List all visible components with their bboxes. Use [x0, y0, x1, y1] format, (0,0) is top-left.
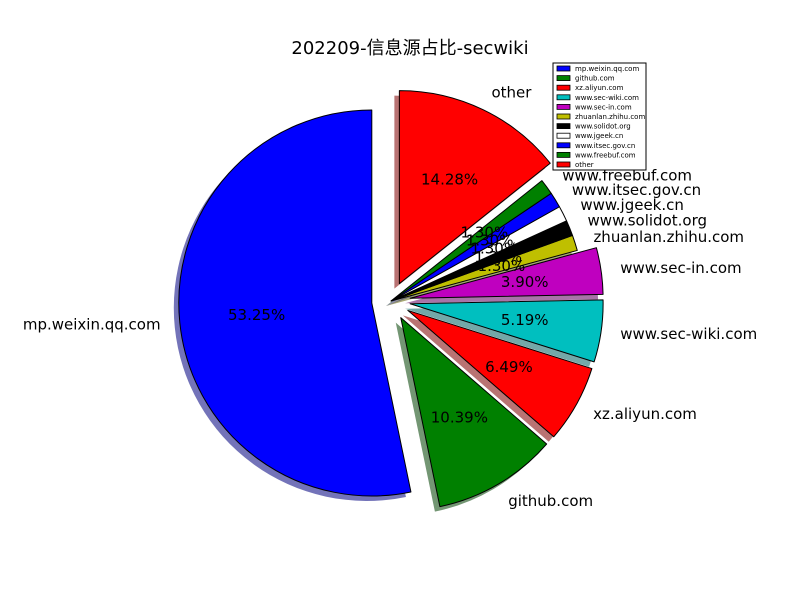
percent-label-other: 14.28% — [421, 170, 478, 188]
legend-label-www-jgeek-cn: www.jgeek.cn — [575, 132, 623, 140]
legend-swatch-other — [556, 161, 571, 168]
category-label-mp-weixin-qq-com: mp.weixin.qq.com — [23, 316, 161, 334]
legend-label-github-com: github.com — [575, 75, 615, 83]
slice-other — [398, 90, 551, 285]
legend-label-mp-weixin-qq-com: mp.weixin.qq.com — [575, 65, 639, 73]
category-label-www-freebuf-com: www.freebuf.com — [562, 166, 692, 184]
category-label-github-com: github.com — [508, 492, 593, 510]
legend-swatch-www-sec-wiki-com — [556, 94, 571, 101]
slice-www-sec-in-com — [409, 247, 604, 299]
percent-label-www-freebuf-com: 1.30% — [461, 224, 509, 242]
legend-swatch-zhuanlan-zhihu-com — [556, 113, 571, 120]
category-label-www-sec-in-com: www.sec-in.com — [620, 259, 741, 277]
label-layer: mp.weixin.qq.com 53.25% github.com 10.39% xz… — [23, 83, 757, 509]
legend-swatch-xz-aliyun-com — [556, 84, 571, 91]
percent-label-www-jgeek-cn: 1.30% — [470, 240, 518, 258]
legend-label-www-sec-wiki-com: www.sec-wiki.com — [575, 94, 639, 102]
legend-swatch-www-itsec-gov-cn — [556, 142, 571, 149]
slice-www-sec-wiki-com — [409, 299, 604, 363]
legend-swatch-github-com — [556, 75, 571, 81]
slice-xz-aliyun-com — [407, 309, 593, 438]
percent-label-zhuanlan-zhihu-com: 1.30% — [478, 257, 526, 275]
percent-label-www-solidot-org: 1.30% — [474, 248, 522, 266]
percent-label-xz-aliyun-com: 6.49% — [485, 358, 533, 376]
percent-label-github-com: 10.39% — [431, 409, 488, 427]
legend-label-xz-aliyun-com: xz.aliyun.com — [575, 84, 624, 92]
percent-label-www-sec-wiki-com: 5.19% — [501, 311, 549, 329]
legend-swatch-www-solidot-org — [556, 123, 571, 129]
legend-label-www-freebuf-com: www.freebuf.com — [575, 151, 636, 159]
category-label-www-solidot-org: www.solidot.org — [588, 212, 707, 230]
legend-label-www-solidot-org: www.solidot.org — [575, 123, 631, 131]
percent-label-www-sec-in-com: 3.90% — [501, 273, 549, 291]
category-label-www-itsec-gov-cn: www.itsec.gov.cn — [572, 181, 701, 199]
slice-mp-weixin-qq-com — [178, 109, 412, 497]
category-label-other: other — [491, 83, 532, 101]
legend-swatch-www-sec-in-com — [556, 104, 571, 110]
category-label-xz-aliyun-com: xz.aliyun.com — [593, 405, 697, 423]
legend-swatch-www-freebuf-com — [556, 151, 571, 158]
percent-label-mp-weixin-qq-com: 53.25% — [228, 306, 285, 324]
legend-swatch-www-jgeek-cn — [556, 132, 571, 139]
percent-label-www-itsec-gov-cn: 1.30% — [466, 231, 514, 249]
legend-label-other: other — [575, 161, 594, 169]
slice-github-com — [400, 317, 548, 508]
legend-swatch-mp-weixin-qq-com — [556, 65, 571, 72]
chart-title: 202209-信息源占比-secwiki — [291, 38, 528, 59]
category-label-zhuanlan-zhihu-com: zhuanlan.zhihu.com — [593, 228, 744, 246]
legend-label-www-itsec-gov-cn: www.itsec.gov.cn — [575, 142, 635, 150]
slice-layer — [178, 90, 604, 508]
legend-label-zhuanlan-zhihu-com: zhuanlan.zhihu.com — [575, 113, 645, 121]
category-label-www-sec-wiki-com: www.sec-wiki.com — [620, 325, 757, 343]
slice-www-freebuf-com — [390, 180, 552, 302]
legend-label-www-sec-in-com: www.sec-in.com — [575, 103, 632, 111]
category-label-www-jgeek-cn: www.jgeek.cn — [580, 196, 684, 214]
